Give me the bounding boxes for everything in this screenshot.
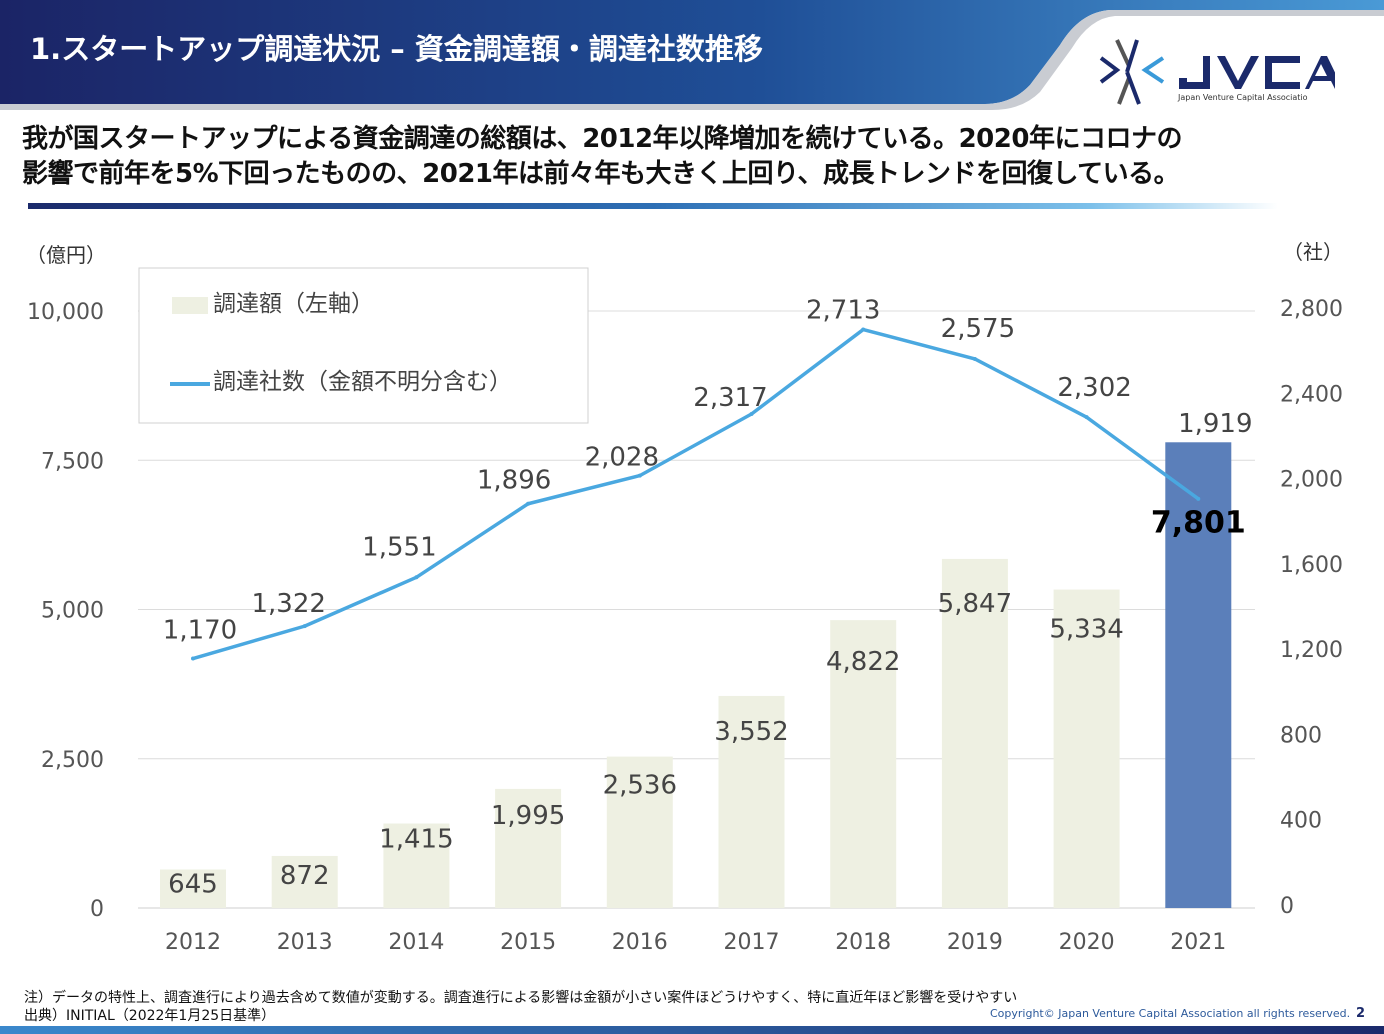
right-axis-tick: 400: [1280, 809, 1322, 834]
bar-2021: [1165, 442, 1232, 908]
legend-line-label: 調達社数（金額不明分含む）: [213, 369, 512, 395]
bar-2016: [606, 756, 673, 908]
bar-label: 4,822: [826, 647, 900, 677]
line-series-companies: [192, 327, 1200, 661]
source-note: 出典）INITIAL（2022年1月25日基準）: [24, 1008, 276, 1024]
right-axis-tick: 800: [1280, 723, 1322, 748]
left-axis-tick: 5,000: [41, 599, 104, 624]
legend-bar-label: 調達額（左軸）: [213, 291, 374, 317]
header-banner: [0, 0, 1384, 110]
footer-bar: [0, 1026, 1384, 1034]
left-axis-tick: 10,000: [27, 300, 104, 325]
x-axis-tick: 2013: [277, 930, 333, 955]
logo-subtitle: Japan Venture Capital Associatio: [1178, 93, 1308, 102]
line-label: 1,322: [251, 589, 325, 619]
line-label: 2,302: [1057, 373, 1131, 403]
page-number: 2: [1356, 1006, 1366, 1021]
bar-label: 7,801: [1151, 505, 1246, 540]
bar-label: 1,995: [491, 801, 565, 831]
x-axis-tick: 2017: [724, 930, 780, 955]
right-axis-tick: 2,800: [1280, 297, 1343, 322]
line-point: [637, 473, 642, 478]
line-label: 1,919: [1178, 409, 1252, 439]
bar-label: 872: [280, 861, 330, 891]
x-axis-tick: 2015: [500, 930, 556, 955]
line-point: [191, 656, 195, 661]
divider: [28, 203, 1278, 209]
line-label: 1,551: [362, 532, 436, 562]
x-axis-tick: 2021: [1170, 930, 1226, 955]
bar-label: 5,334: [1049, 615, 1123, 645]
bar-2013: [271, 855, 338, 908]
x-axis-tick: 2016: [612, 930, 668, 955]
right-axis-tick: 1,200: [1280, 638, 1343, 663]
bar-2014: [383, 823, 450, 908]
line-label: 2,713: [806, 296, 880, 326]
line-point: [1196, 496, 1201, 501]
bar-2020: [1053, 589, 1120, 908]
right-axis-tick: 1,600: [1280, 553, 1343, 578]
left-axis-tick: 0: [90, 897, 104, 922]
line-label: 2,028: [585, 443, 659, 473]
line-point: [861, 327, 866, 332]
x-axis-tick: 2020: [1059, 930, 1115, 955]
right-axis-unit: （社）: [1283, 240, 1343, 264]
left-axis-tick: 7,500: [41, 449, 104, 474]
left-axis-unit: （億円）: [26, 243, 106, 267]
line-point: [414, 575, 419, 580]
line-point: [749, 411, 754, 416]
lead-text: 我が国スタートアップによる資金調達の総額は、2012年以降増加を続けている。20…: [22, 122, 1182, 192]
x-axis-tick: 2014: [388, 930, 444, 955]
jvca-logo: [1099, 39, 1335, 105]
legend-bar-swatch: [172, 297, 208, 314]
right-axis-tick: 0: [1280, 894, 1294, 919]
bar-2019: [941, 558, 1008, 908]
right-axis-tick: 2,000: [1280, 468, 1343, 493]
bar-2017: [718, 695, 785, 908]
copyright: Copyright© Japan Venture Capital Associa…: [990, 1007, 1351, 1020]
bar-label: 5,847: [938, 589, 1012, 619]
right-axis-tick: 2,400: [1280, 382, 1343, 407]
line-label: 2,575: [941, 314, 1015, 344]
bar-2015: [495, 788, 562, 908]
legend: 調達額（左軸） 調達社数（金額不明分含む）: [138, 267, 589, 424]
funding-chart: 645 872 1,415 1,995 2,536 3,552 4,822 5,847 5,33…: [26, 240, 1343, 955]
bar-2012: [160, 869, 226, 908]
lead-line-2: 影響で前年を5%下回ったものの、2021年は前々年も大きく上回り、成長トレンドを…: [22, 159, 1180, 189]
bar-label: 1,415: [379, 825, 453, 855]
legend-box: [138, 267, 589, 424]
x-axis-tick: 2019: [947, 930, 1003, 955]
line-point: [526, 501, 531, 506]
x-axis-tick: 2012: [165, 930, 221, 955]
bar-label: 645: [168, 869, 218, 899]
line-point: [1084, 415, 1089, 420]
page-title: 1.スタートアップ調達状況 – 資金調達額・調達社数推移: [30, 32, 763, 66]
line-label: 2,317: [693, 383, 767, 413]
line-point: [302, 624, 307, 629]
bar-label: 3,552: [714, 717, 788, 747]
bar-label: 2,536: [603, 771, 677, 801]
line-label: 1,896: [477, 466, 551, 496]
line-point: [972, 356, 977, 361]
lead-line-1: 我が国スタートアップによる資金調達の総額は、2012年以降増加を続けている。20…: [22, 124, 1182, 154]
line-label: 1,170: [163, 616, 237, 646]
left-axis-tick: 2,500: [41, 748, 104, 773]
footnote: 注）データの特性上、調査進行により過去含めて数値が変動する。調査進行による影響は…: [24, 990, 1018, 1006]
bar-2018: [830, 620, 897, 908]
x-axis-tick: 2018: [835, 930, 891, 955]
